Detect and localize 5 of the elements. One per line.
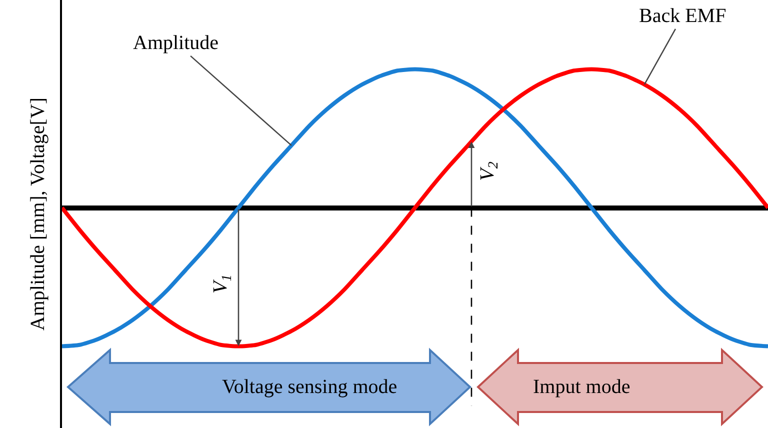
text: Amplitude — [133, 32, 219, 54]
text: Voltage sensing mode — [222, 376, 398, 398]
y-axis-title: Amplitude [mm], Voltage[V] — [27, 97, 49, 331]
text: Back EMF — [639, 5, 726, 27]
text: Imput mode — [533, 376, 630, 398]
